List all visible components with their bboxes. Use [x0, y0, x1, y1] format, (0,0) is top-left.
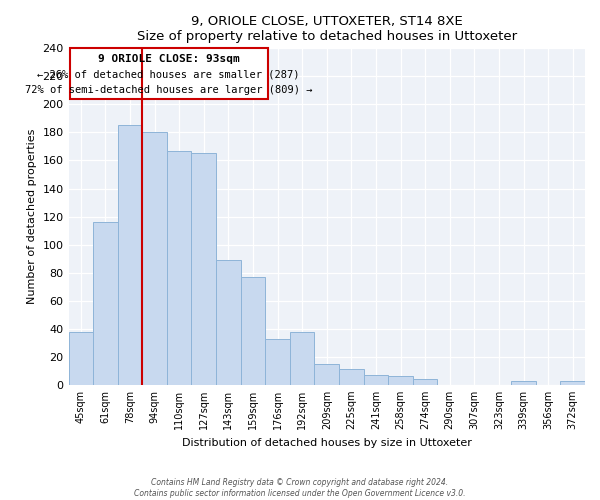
Bar [167, 150, 191, 385]
Bar [560, 380, 585, 385]
Bar [364, 375, 388, 385]
Bar [68, 332, 93, 385]
FancyBboxPatch shape [70, 48, 268, 99]
Title: 9, ORIOLE CLOSE, UTTOXETER, ST14 8XE
Size of property relative to detached house: 9, ORIOLE CLOSE, UTTOXETER, ST14 8XE Siz… [137, 15, 517, 43]
Bar [314, 364, 339, 385]
Bar [191, 154, 216, 385]
Bar [118, 126, 142, 385]
Bar [339, 370, 364, 385]
Bar [265, 338, 290, 385]
Y-axis label: Number of detached properties: Number of detached properties [27, 129, 37, 304]
Bar [413, 379, 437, 385]
Text: 72% of semi-detached houses are larger (809) →: 72% of semi-detached houses are larger (… [25, 85, 313, 95]
Bar [290, 332, 314, 385]
Bar [142, 132, 167, 385]
Bar [511, 380, 536, 385]
Text: 9 ORIOLE CLOSE: 93sqm: 9 ORIOLE CLOSE: 93sqm [98, 54, 239, 64]
Bar [388, 376, 413, 385]
Bar [241, 277, 265, 385]
Text: ← 26% of detached houses are smaller (287): ← 26% of detached houses are smaller (28… [37, 70, 300, 80]
Bar [93, 222, 118, 385]
Bar [216, 260, 241, 385]
X-axis label: Distribution of detached houses by size in Uttoxeter: Distribution of detached houses by size … [182, 438, 472, 448]
Text: Contains HM Land Registry data © Crown copyright and database right 2024.
Contai: Contains HM Land Registry data © Crown c… [134, 478, 466, 498]
